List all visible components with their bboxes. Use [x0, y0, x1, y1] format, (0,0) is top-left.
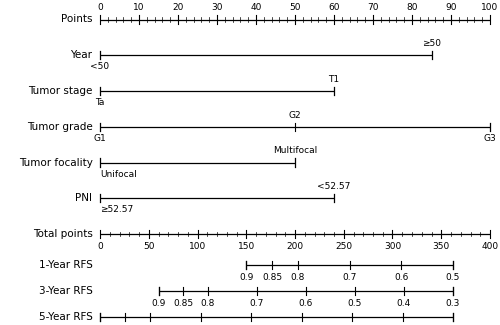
Text: 0.6: 0.6 [394, 273, 408, 281]
Text: 30: 30 [211, 3, 223, 12]
Text: 0.9: 0.9 [239, 273, 254, 281]
Text: T1: T1 [328, 75, 340, 84]
Text: 0.6: 0.6 [298, 299, 313, 307]
Text: 300: 300 [384, 242, 401, 251]
Text: 350: 350 [432, 242, 450, 251]
Text: 0: 0 [97, 3, 103, 12]
Text: 0.7: 0.7 [250, 299, 264, 307]
Text: 0.7: 0.7 [342, 273, 357, 281]
Text: 0.3: 0.3 [446, 299, 460, 307]
Text: Total points: Total points [32, 229, 92, 239]
Text: Tumor focality: Tumor focality [18, 158, 92, 167]
Text: 100: 100 [482, 3, 498, 12]
Text: 3-Year RFS: 3-Year RFS [38, 286, 92, 296]
Text: 0.9: 0.9 [152, 299, 166, 307]
Text: Multifocal: Multifocal [273, 146, 317, 155]
Text: Unifocal: Unifocal [100, 170, 137, 179]
Text: 60: 60 [328, 3, 340, 12]
Text: 10: 10 [133, 3, 145, 12]
Text: Ta: Ta [96, 98, 104, 107]
Text: 0.8: 0.8 [290, 273, 305, 281]
Text: 0.85: 0.85 [173, 299, 193, 307]
Text: 40: 40 [250, 3, 262, 12]
Text: 0.5: 0.5 [348, 299, 362, 307]
Text: 0.8: 0.8 [200, 299, 215, 307]
Text: Points: Points [61, 15, 92, 24]
Text: ≥50: ≥50 [422, 39, 441, 48]
Text: 1-Year RFS: 1-Year RFS [38, 260, 92, 270]
Text: G1: G1 [94, 134, 106, 143]
Text: 80: 80 [406, 3, 418, 12]
Text: G3: G3 [484, 134, 496, 143]
Text: 250: 250 [335, 242, 352, 251]
Text: PNI: PNI [76, 193, 92, 203]
Text: <52.57: <52.57 [318, 182, 350, 191]
Text: <50: <50 [90, 62, 110, 72]
Text: Year: Year [70, 50, 92, 60]
Text: 20: 20 [172, 3, 184, 12]
Text: 400: 400 [482, 242, 498, 251]
Text: 5-Year RFS: 5-Year RFS [38, 312, 92, 322]
Text: 0.5: 0.5 [446, 273, 460, 281]
Text: 200: 200 [286, 242, 304, 251]
Text: ≥52.57: ≥52.57 [100, 205, 133, 214]
Text: 0.4: 0.4 [397, 299, 411, 307]
Text: 0.85: 0.85 [262, 273, 282, 281]
Text: 100: 100 [189, 242, 206, 251]
Text: 50: 50 [143, 242, 154, 251]
Text: 150: 150 [238, 242, 255, 251]
Text: G2: G2 [288, 111, 302, 120]
Text: 50: 50 [290, 3, 301, 12]
Text: Tumor stage: Tumor stage [28, 86, 92, 96]
Text: 90: 90 [446, 3, 457, 12]
Text: 0: 0 [97, 242, 103, 251]
Text: 70: 70 [367, 3, 379, 12]
Text: Tumor grade: Tumor grade [27, 122, 92, 132]
